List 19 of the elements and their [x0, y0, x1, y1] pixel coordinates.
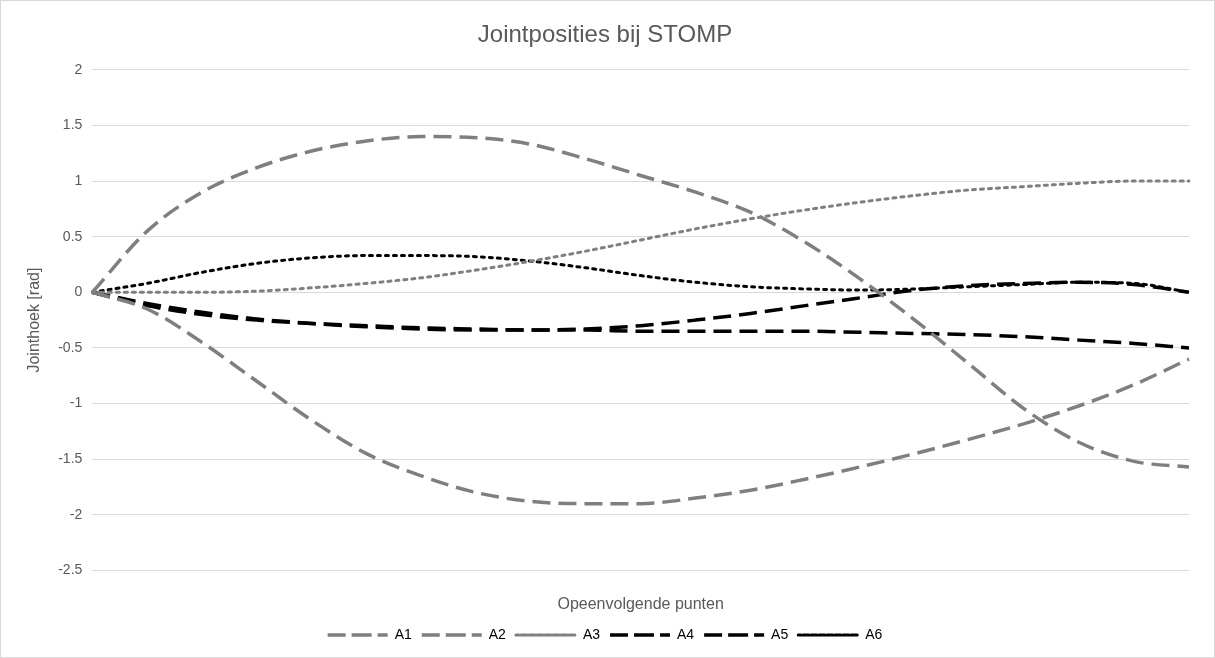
y-tick-label: 0	[74, 283, 83, 300]
x-axis-title: Opeenvolgende punten	[557, 594, 724, 612]
y-tick-label: 1.5	[62, 116, 83, 133]
legend-label: A5	[771, 625, 789, 642]
y-axis-title: Jointhoek [rad]	[25, 267, 43, 373]
legend-label: A3	[582, 625, 601, 642]
legend-label: A6	[865, 625, 883, 642]
y-tick-label: -2.5	[58, 561, 83, 578]
y-tick-label: 2	[74, 60, 83, 77]
y-tick-label: -2	[69, 505, 83, 522]
legend-label: A1	[394, 625, 412, 642]
y-tick-label: 0.5	[62, 227, 83, 244]
legend-label: A2	[488, 625, 507, 642]
y-tick-label: 1	[74, 171, 83, 188]
legend-label: A4	[677, 625, 695, 642]
y-tick-label: -1.5	[58, 450, 83, 467]
y-tick-label: -1	[69, 394, 83, 411]
chart-title: Jointposities bij STOMP	[477, 20, 733, 48]
y-tick-label: -0.5	[58, 338, 83, 355]
